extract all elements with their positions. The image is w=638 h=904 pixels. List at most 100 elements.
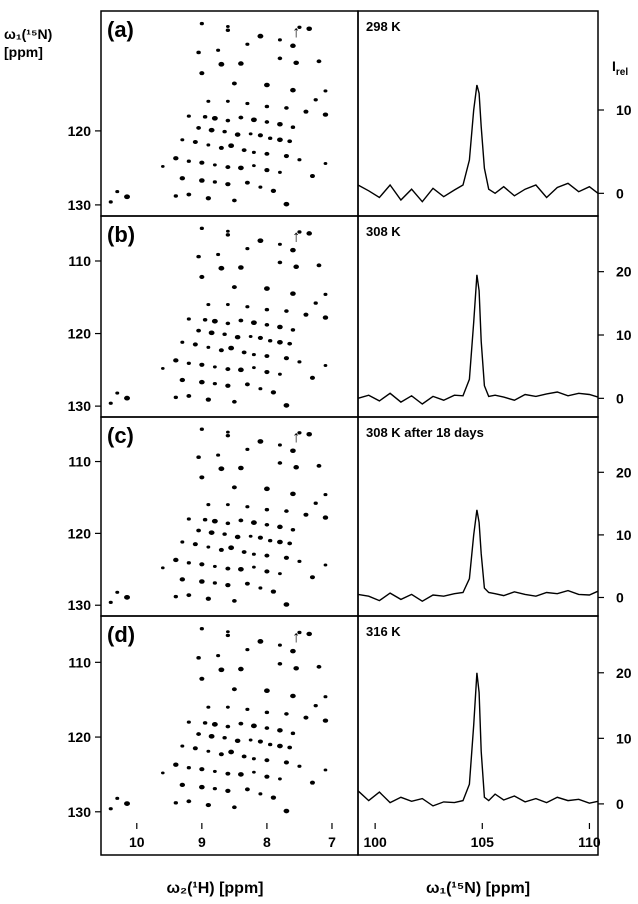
- peak: [287, 745, 293, 750]
- peak: [277, 339, 283, 345]
- peak: [264, 553, 270, 558]
- peak: [257, 639, 264, 644]
- peak: [226, 229, 230, 233]
- peak: [309, 174, 315, 179]
- peak: [234, 334, 241, 340]
- peak: [258, 586, 263, 590]
- peak: [313, 98, 318, 102]
- peak: [208, 733, 215, 739]
- peak: [290, 648, 296, 654]
- peak: [225, 433, 231, 438]
- peak: [290, 247, 296, 253]
- peak: [199, 71, 205, 76]
- peak: [216, 653, 221, 658]
- y-tick-label: 130: [68, 597, 92, 613]
- peak: [297, 158, 302, 162]
- peak: [258, 387, 263, 391]
- y-tick-label: 130: [68, 197, 92, 213]
- peak: [199, 21, 204, 26]
- peak: [225, 383, 231, 388]
- peak: [238, 518, 244, 523]
- peak: [199, 784, 205, 790]
- peak: [108, 600, 113, 604]
- peak: [267, 136, 273, 141]
- peak: [278, 372, 282, 376]
- peak: [264, 286, 270, 291]
- peak: [264, 168, 270, 173]
- y-tick-label: 130: [68, 398, 92, 414]
- intensity-axis-title: Irel: [612, 58, 628, 78]
- peak: [278, 170, 282, 174]
- peak: [180, 340, 185, 344]
- peak: [297, 559, 302, 564]
- peak: [238, 666, 244, 672]
- peak: [264, 307, 270, 312]
- peak: [245, 447, 250, 451]
- peak: [303, 512, 309, 517]
- peak: [245, 101, 250, 106]
- peak: [277, 743, 283, 749]
- peak: [161, 771, 165, 775]
- peak: [199, 274, 205, 279]
- peak: [277, 728, 283, 733]
- peak: [316, 59, 322, 64]
- peak: [179, 377, 186, 383]
- peak: [277, 137, 283, 143]
- spectrum-2d-frame: [100, 615, 359, 856]
- peak: [264, 522, 270, 527]
- panel-1: (a) ω₁(¹⁵N) [ppm] 120 130 ↑ 298 K 0 10 Irel: [4, 10, 632, 217]
- peak: [124, 594, 130, 600]
- peak: [232, 198, 237, 203]
- peak: [212, 564, 217, 568]
- peak: [196, 455, 201, 460]
- peak: [264, 758, 270, 763]
- peak: [218, 145, 224, 150]
- peak: [206, 545, 211, 549]
- peak: [124, 395, 130, 401]
- temperature-label: 316 K: [366, 624, 401, 639]
- peak: [218, 667, 225, 673]
- peak: [270, 795, 277, 800]
- peak: [199, 427, 204, 431]
- peak: [115, 796, 120, 800]
- peak: [208, 330, 215, 336]
- peak: [202, 721, 208, 725]
- highlight-arrow: ↑: [292, 429, 300, 446]
- peak: [267, 339, 273, 343]
- peak: [270, 390, 277, 395]
- peak: [290, 731, 296, 736]
- peak: [196, 732, 201, 736]
- peak: [115, 189, 120, 194]
- peak: [264, 323, 270, 327]
- highlight-arrow: ↑: [292, 24, 300, 41]
- peak: [234, 534, 241, 540]
- peak: [206, 705, 211, 709]
- peak: [245, 247, 250, 251]
- peak: [277, 56, 283, 61]
- peak: [245, 505, 250, 509]
- peak: [205, 596, 211, 601]
- peak: [277, 121, 283, 127]
- peak: [218, 466, 225, 472]
- peak: [218, 547, 224, 552]
- peak: [199, 627, 204, 631]
- peak: [264, 104, 270, 109]
- peak: [211, 115, 218, 121]
- peak: [225, 503, 230, 507]
- peak: [278, 777, 282, 781]
- peak: [206, 503, 211, 507]
- peak: [241, 550, 247, 555]
- peak: [270, 589, 277, 594]
- peak: [225, 99, 230, 103]
- peak: [179, 782, 186, 788]
- peak: [173, 801, 178, 805]
- peak: [290, 87, 296, 93]
- peak: [212, 769, 217, 773]
- peak: [225, 705, 230, 709]
- peak: [186, 517, 191, 521]
- peak: [173, 194, 178, 198]
- peak: [323, 89, 328, 93]
- peak: [277, 662, 283, 666]
- peak: [251, 150, 256, 154]
- peak: [277, 242, 282, 246]
